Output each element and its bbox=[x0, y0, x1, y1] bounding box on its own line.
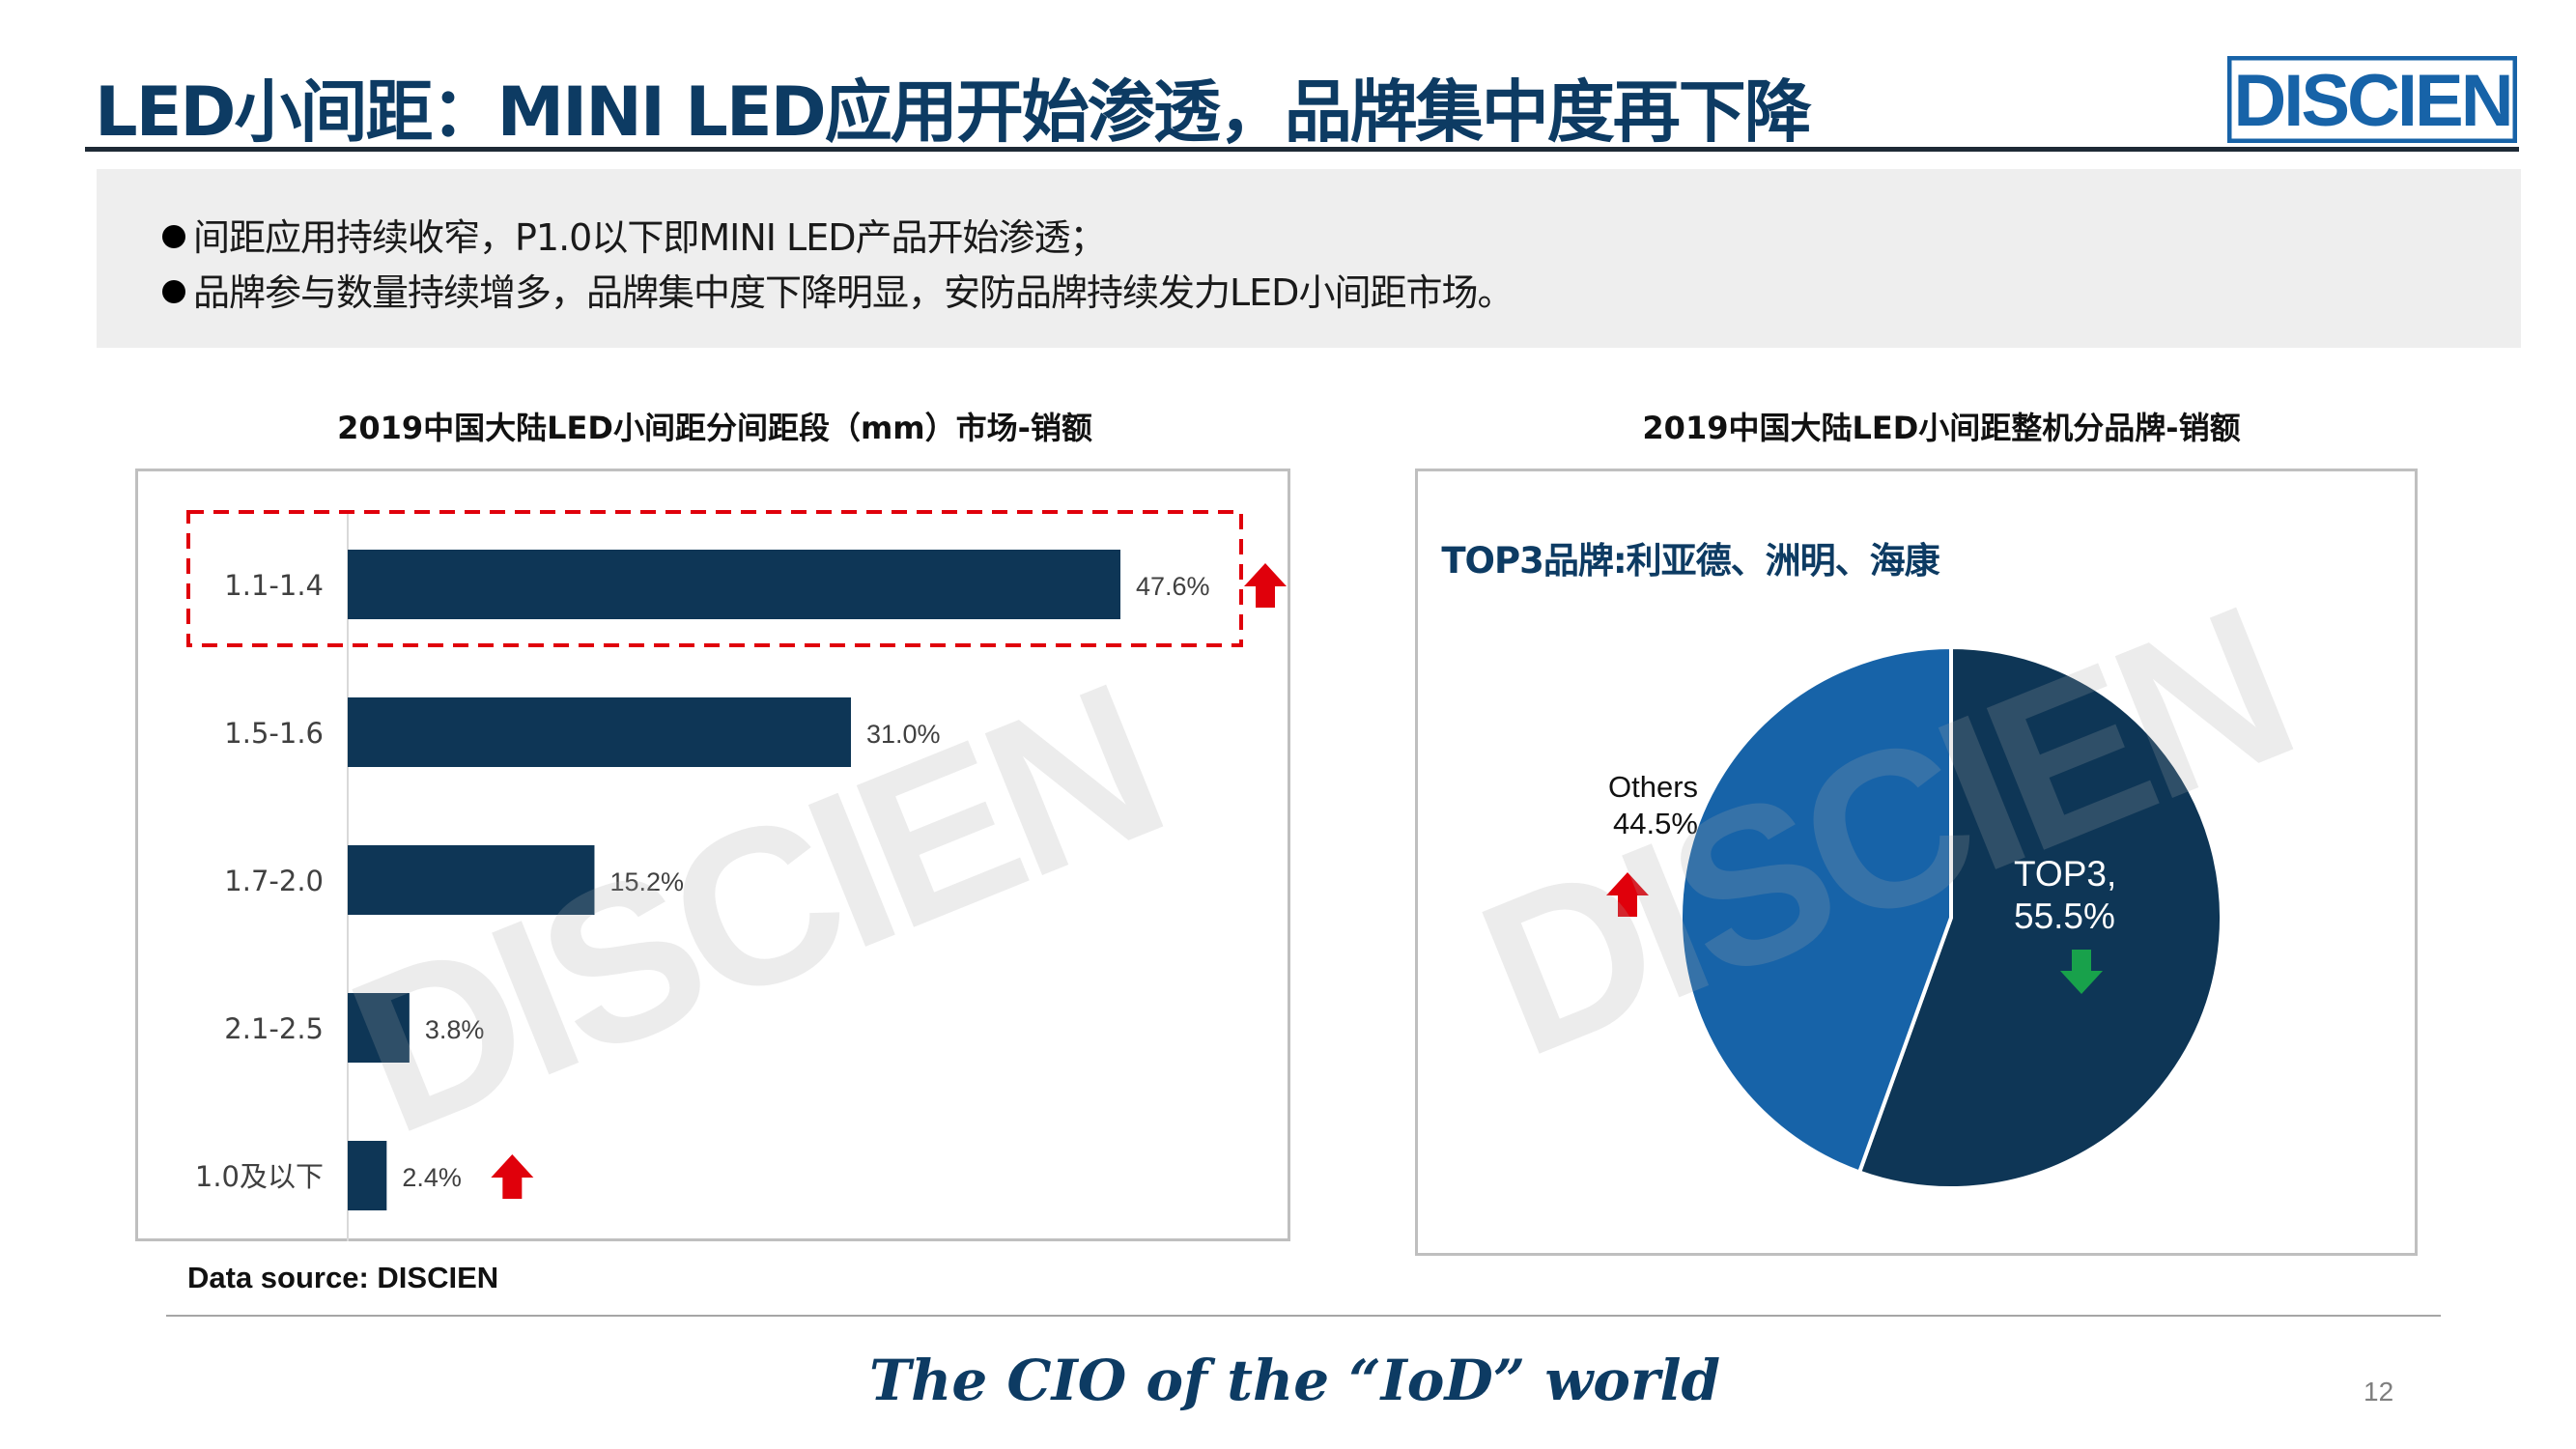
bar-chart-title: 2019中国大陆LED小间距分间距段（mm）市场-销额 bbox=[337, 410, 1092, 446]
logo-text: DISCIEN bbox=[2233, 60, 2510, 142]
bar bbox=[348, 697, 852, 767]
category-label: 1.1-1.4 bbox=[224, 569, 324, 602]
value-label: 3.8% bbox=[425, 1015, 485, 1044]
bar bbox=[348, 993, 410, 1063]
up-arrow-icon bbox=[1606, 872, 1649, 917]
bar bbox=[348, 550, 1120, 619]
bar bbox=[348, 1141, 387, 1210]
discien-logo: DISCIEN bbox=[2227, 56, 2517, 143]
bar-chart: 1.1-1.4 47.6% 1.5-1.6 31.0% 1.7-2.0 15.2% 2.1-… bbox=[186, 510, 1287, 1241]
bullet-dot-icon bbox=[162, 280, 185, 303]
value-label: 15.2% bbox=[609, 867, 684, 896]
bullet-text: 品牌参与数量持续增多，品牌集中度下降明显，安防品牌持续发力LED小间距市场。 bbox=[193, 271, 1514, 314]
down-arrow-icon bbox=[2060, 950, 2103, 994]
slice-value-others: 44.5% bbox=[1613, 807, 1698, 840]
bullet-item: 品牌参与数量持续增多，品牌集中度下降明显，安防品牌持续发力LED小间距市场。 bbox=[162, 263, 1514, 316]
value-label: 31.0% bbox=[866, 720, 941, 749]
slice-value-top3: 55.5% bbox=[2014, 896, 2115, 936]
page-number: 12 bbox=[2364, 1377, 2394, 1406]
category-label: 1.7-2.0 bbox=[224, 865, 324, 897]
slice-label-others: Others bbox=[1608, 770, 1698, 804]
pie-slice bbox=[1856, 644, 2223, 1190]
footer-divider bbox=[166, 1315, 2441, 1317]
category-label: 1.5-1.6 bbox=[224, 717, 324, 750]
title-divider bbox=[85, 147, 2519, 152]
category-label: 2.1-2.5 bbox=[224, 1012, 324, 1045]
pie-chart-title: 2019中国大陆LED小间距整机分品牌-销额 bbox=[1642, 410, 2241, 446]
category-label: 1.0及以下 bbox=[195, 1160, 324, 1193]
bullet-dot-icon bbox=[162, 225, 185, 248]
slice-label-top3: TOP3, bbox=[2014, 854, 2116, 894]
up-arrow-icon bbox=[491, 1154, 534, 1199]
up-arrow-icon bbox=[1244, 563, 1287, 608]
page-title: LED小间距：MINI LED应用开始渗透，品牌集中度再下降 bbox=[95, 72, 1812, 152]
tagline: The CIO of the “IoD” world bbox=[869, 1348, 1721, 1413]
bullet-text: 间距应用持续收窄，P1.0以下即MINI LED产品开始渗透； bbox=[193, 216, 1106, 259]
highlight-dashed-box bbox=[186, 510, 1243, 647]
value-label: 2.4% bbox=[402, 1163, 462, 1192]
summary-panel: 间距应用持续收窄，P1.0以下即MINI LED产品开始渗透； 品牌参与数量持续… bbox=[97, 169, 2521, 348]
bullet-item: 间距应用持续收窄，P1.0以下即MINI LED产品开始渗透； bbox=[162, 208, 1106, 261]
value-label: 47.6% bbox=[1136, 572, 1210, 601]
data-source: Data source: DISCIEN bbox=[187, 1261, 499, 1294]
pie-subtitle: TOP3品牌:利亚德、洲明、海康 bbox=[1441, 540, 1939, 582]
bar bbox=[348, 845, 595, 915]
pie-slice bbox=[1678, 644, 1953, 1176]
